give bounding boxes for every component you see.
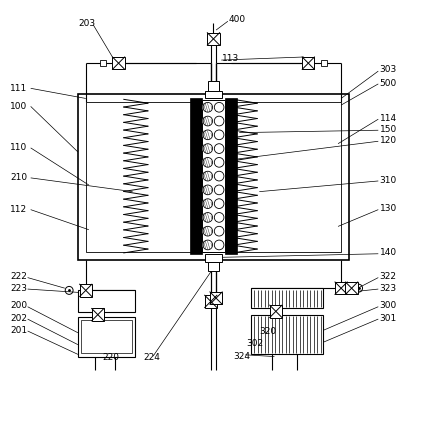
- Text: 110: 110: [10, 143, 27, 152]
- Bar: [321, 60, 326, 66]
- Bar: [92, 309, 104, 321]
- Bar: [251, 315, 323, 354]
- Circle shape: [214, 116, 224, 126]
- Text: 224: 224: [143, 353, 160, 362]
- Text: 322: 322: [380, 272, 396, 281]
- Text: 113: 113: [222, 54, 239, 63]
- Circle shape: [203, 213, 213, 222]
- Bar: [208, 81, 219, 91]
- Text: 223: 223: [10, 284, 27, 293]
- Text: 150: 150: [380, 125, 397, 134]
- Text: 112: 112: [10, 205, 27, 214]
- Text: 200: 200: [10, 301, 27, 310]
- Circle shape: [203, 116, 213, 126]
- Circle shape: [203, 158, 213, 167]
- Circle shape: [214, 144, 224, 154]
- Text: 300: 300: [380, 301, 397, 310]
- Text: 310: 310: [380, 175, 397, 185]
- Text: 140: 140: [380, 248, 397, 258]
- Text: 202: 202: [10, 314, 27, 323]
- Text: 111: 111: [10, 84, 27, 93]
- Circle shape: [203, 185, 213, 195]
- Circle shape: [203, 144, 213, 154]
- Text: 324: 324: [233, 352, 250, 361]
- Circle shape: [214, 171, 224, 181]
- Text: 201: 201: [10, 325, 27, 335]
- Circle shape: [214, 199, 224, 209]
- Circle shape: [203, 171, 213, 181]
- Text: 130: 130: [380, 204, 397, 213]
- Bar: [100, 60, 106, 66]
- Bar: [81, 320, 132, 353]
- Circle shape: [214, 103, 224, 112]
- Bar: [302, 57, 315, 69]
- Bar: [78, 317, 135, 357]
- Bar: [208, 262, 219, 270]
- Text: 303: 303: [380, 65, 397, 74]
- Bar: [225, 99, 237, 254]
- Bar: [205, 295, 217, 308]
- Bar: [86, 102, 341, 252]
- Text: 203: 203: [78, 19, 95, 28]
- Bar: [205, 91, 222, 99]
- Circle shape: [214, 130, 224, 140]
- Text: 400: 400: [229, 16, 246, 24]
- Bar: [335, 282, 347, 294]
- Bar: [251, 288, 323, 308]
- Circle shape: [203, 199, 213, 209]
- Text: 320: 320: [259, 327, 276, 336]
- Bar: [207, 33, 220, 45]
- Circle shape: [203, 240, 213, 250]
- Text: 500: 500: [380, 79, 397, 87]
- Circle shape: [214, 158, 224, 167]
- Bar: [113, 57, 125, 69]
- Text: 220: 220: [102, 353, 119, 362]
- Text: 222: 222: [10, 272, 27, 281]
- Bar: [78, 94, 349, 259]
- Circle shape: [203, 226, 213, 236]
- Bar: [210, 292, 222, 304]
- Text: 302: 302: [246, 339, 264, 348]
- Bar: [270, 305, 282, 317]
- Bar: [202, 100, 225, 252]
- Text: 323: 323: [380, 284, 397, 293]
- Text: 100: 100: [10, 102, 27, 111]
- Text: 114: 114: [380, 114, 397, 123]
- Bar: [205, 254, 222, 262]
- Circle shape: [214, 213, 224, 222]
- Circle shape: [203, 130, 213, 140]
- Bar: [190, 99, 202, 254]
- Circle shape: [214, 240, 224, 250]
- Text: 210: 210: [10, 173, 27, 182]
- Circle shape: [214, 185, 224, 195]
- Circle shape: [214, 226, 224, 236]
- Text: 301: 301: [380, 314, 397, 323]
- Bar: [345, 282, 358, 294]
- Circle shape: [203, 103, 213, 112]
- Text: 120: 120: [380, 136, 397, 145]
- Bar: [80, 284, 92, 297]
- Bar: [78, 290, 135, 313]
